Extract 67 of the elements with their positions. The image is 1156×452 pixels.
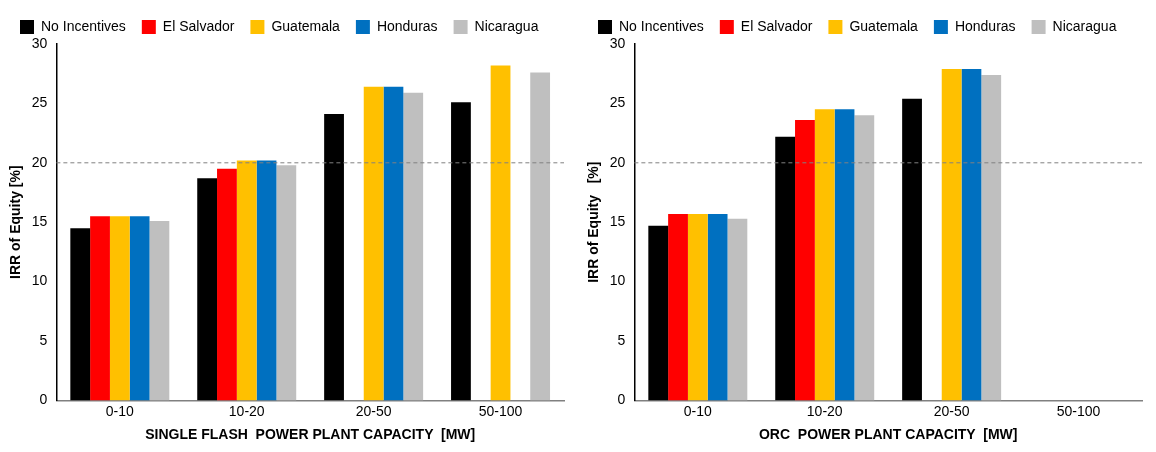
bar — [383, 86, 404, 401]
y-tick-label: 10 — [609, 272, 626, 289]
bar — [668, 213, 688, 401]
x-tick-label: 20-50 — [355, 402, 392, 419]
bar — [687, 213, 708, 401]
y-tick-label: 0 — [39, 391, 48, 408]
legend-label: Nicaragua — [474, 17, 539, 34]
bar — [149, 221, 170, 401]
y-tick-label: 5 — [617, 331, 626, 348]
y-axis-title: IRR of Equity [%] — [7, 165, 24, 279]
bar — [363, 86, 384, 401]
bar — [276, 165, 297, 401]
bar — [256, 160, 277, 401]
x-axis-title: SINGLE FLASH POWER PLANT CAPACITY [MW] — [145, 426, 476, 443]
bar — [530, 72, 551, 401]
legend-label: No Incentives — [41, 17, 126, 34]
x-tick-label: 50-100 — [478, 402, 523, 419]
bar — [324, 114, 344, 401]
bar — [814, 109, 835, 401]
bar — [129, 216, 150, 401]
x-axis-title: ORC POWER PLANT CAPACITY [MW] — [758, 426, 1018, 443]
legend-label: No Incentives — [619, 17, 704, 34]
y-tick-label: 30 — [31, 34, 48, 51]
bar — [961, 68, 982, 401]
y-tick-label: 10 — [31, 272, 48, 289]
x-tick-label: 0-10 — [105, 402, 135, 419]
bar — [795, 120, 815, 401]
y-tick-label: 0 — [617, 391, 626, 408]
bar — [648, 225, 669, 401]
bar — [834, 109, 855, 401]
y-tick-label: 25 — [31, 94, 48, 111]
x-tick-label: 50-100 — [1056, 402, 1101, 419]
legend-label: Guatemala — [849, 17, 919, 34]
bar — [70, 228, 91, 401]
bar — [490, 65, 511, 401]
bar — [451, 102, 471, 401]
bar — [854, 115, 875, 401]
bar — [197, 178, 218, 401]
y-tick-label: 20 — [609, 153, 626, 170]
x-tick-label: 10-20 — [806, 402, 843, 419]
bar — [90, 216, 110, 401]
y-tick-label: 25 — [609, 94, 626, 111]
bar — [109, 216, 130, 401]
y-tick-label: 15 — [609, 213, 626, 230]
legend-label: Honduras — [376, 17, 438, 34]
legend-label: El Salvador — [740, 17, 813, 34]
legend-label: Guatemala — [271, 17, 341, 34]
bar — [707, 213, 728, 401]
legend-label: Nicaragua — [1052, 17, 1117, 34]
legend-label: Honduras — [954, 17, 1016, 34]
bar — [217, 168, 237, 401]
x-tick-label: 20-50 — [933, 402, 970, 419]
y-tick-label: 30 — [609, 34, 626, 51]
bar — [902, 98, 922, 401]
bar — [981, 74, 1002, 401]
bar — [775, 136, 796, 401]
y-tick-label: 5 — [39, 331, 48, 348]
bar — [941, 68, 962, 401]
bar — [236, 160, 257, 401]
y-tick-label: 20 — [31, 153, 48, 170]
x-tick-label: 10-20 — [228, 402, 265, 419]
x-tick-label: 0-10 — [683, 402, 713, 419]
bar — [403, 92, 424, 401]
bar — [727, 218, 748, 401]
legend-label: El Salvador — [162, 17, 235, 34]
y-tick-label: 15 — [31, 213, 48, 230]
y-axis-title: IRR of Equity [%] — [585, 161, 602, 283]
